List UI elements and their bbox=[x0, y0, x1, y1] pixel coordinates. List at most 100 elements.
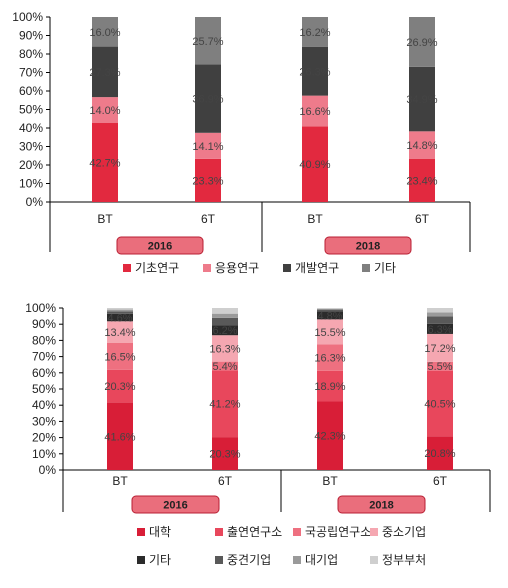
chart2-data-label: 20.8% bbox=[424, 448, 455, 460]
chart1-legend-label: 응용연구 bbox=[215, 261, 259, 275]
chart2-legend-swatch bbox=[293, 556, 301, 564]
chart2-data-label: 41.6% bbox=[104, 431, 135, 443]
chart2-data-label: 18.9% bbox=[314, 381, 345, 393]
chart1-y-tick-label: 100% bbox=[12, 10, 43, 24]
chart1-bar-segment bbox=[302, 126, 328, 202]
chart2-bar-segment bbox=[212, 308, 238, 314]
chart2-data-label: 20.3% bbox=[209, 449, 240, 461]
chart2-bar-segment bbox=[107, 321, 133, 343]
chart2-legend-label: 중견기업 bbox=[227, 553, 271, 567]
chart2-y-tick-label: 10% bbox=[32, 447, 56, 461]
chart2-data-label: 6.3% bbox=[427, 324, 452, 336]
chart1-data-label: 14.8% bbox=[406, 140, 437, 152]
chart2-category-label: 6T bbox=[218, 474, 233, 488]
chart1-year-badge bbox=[324, 236, 412, 255]
chart2-bar-segment bbox=[427, 316, 453, 324]
chart2-data-label: 4.8% bbox=[317, 310, 342, 322]
chart1-data-label: 40.9% bbox=[299, 159, 330, 171]
chart2-bar-segment bbox=[212, 325, 238, 336]
chart1-bar-segment bbox=[409, 158, 435, 202]
chart1-legend-label: 개발연구 bbox=[295, 261, 339, 275]
chart1-legend-swatch bbox=[283, 264, 291, 272]
chart2-bar-segment bbox=[212, 313, 238, 318]
chart1-bar-segment bbox=[302, 17, 328, 47]
chart1-y-tick-label: 10% bbox=[19, 177, 43, 191]
chart1-data-label: 14.1% bbox=[192, 141, 223, 153]
chart2-y-tick-label: 0% bbox=[39, 463, 57, 477]
chart1-legend-swatch bbox=[123, 264, 131, 272]
chart1-category-label: 6T bbox=[201, 212, 216, 226]
chart1-y-tick-label: 40% bbox=[19, 121, 43, 135]
chart2-y-tick-label: 80% bbox=[32, 333, 56, 347]
chart2-bar-segment bbox=[427, 333, 453, 362]
chart2-data-label: 20.3% bbox=[104, 381, 135, 393]
chart1-bar-segment bbox=[195, 132, 221, 159]
chart1-bar-segment bbox=[92, 123, 118, 202]
chart2-legend-swatch bbox=[370, 556, 378, 564]
chart2-data-label: 42.3% bbox=[314, 431, 345, 443]
chart2-bar-segment bbox=[107, 311, 133, 314]
chart1-y-tick-label: 20% bbox=[19, 158, 43, 172]
chart1-bar-segment bbox=[195, 64, 221, 133]
chart1-bar-segment bbox=[302, 46, 328, 96]
chart2-bar-segment bbox=[427, 323, 453, 334]
chart2-bar-segment bbox=[212, 370, 238, 438]
chart1-bar-segment bbox=[92, 46, 118, 98]
chart2-data-label: 41.2% bbox=[209, 399, 240, 411]
chart2-legend-label: 중소기업 bbox=[382, 525, 426, 539]
chart2-bar-segment bbox=[107, 342, 133, 370]
chart1-year-badge bbox=[116, 236, 204, 255]
chart1-y-tick-label: 30% bbox=[19, 140, 43, 154]
chart1-category-label: 6T bbox=[415, 212, 430, 226]
chart2-data-label: 5.5% bbox=[427, 361, 452, 373]
chart2-bar-segment bbox=[317, 370, 343, 402]
chart2-y-tick-label: 60% bbox=[32, 366, 56, 380]
chart1-legend-label: 기타 bbox=[374, 261, 396, 275]
chart2-bar-segment bbox=[107, 369, 133, 403]
chart2-bar-segment bbox=[107, 309, 133, 312]
chart2-data-label: 5.4% bbox=[212, 361, 237, 373]
chart2-legend-swatch bbox=[137, 528, 145, 536]
chart1-legend-swatch bbox=[203, 264, 211, 272]
chart2-legend-label: 기타 bbox=[149, 553, 171, 567]
chart1-y-tick-label: 60% bbox=[19, 84, 43, 98]
chart1-year-label: 2016 bbox=[148, 241, 172, 253]
chart2-data-label: 13.4% bbox=[104, 327, 135, 339]
chart2-y-tick-label: 50% bbox=[32, 382, 56, 396]
chart1-year-label: 2018 bbox=[356, 241, 380, 253]
chart2-bar-segment bbox=[107, 308, 133, 310]
chart1-bar-segment bbox=[92, 97, 118, 124]
chart2-bar-segment bbox=[212, 361, 238, 371]
chart1-data-label: 23.4% bbox=[406, 175, 437, 187]
chart2-year-label: 2016 bbox=[163, 500, 187, 512]
chart2-bar-segment bbox=[427, 312, 453, 317]
chart1-data-label: 36.9% bbox=[192, 94, 223, 106]
chart1-data-label: 23.3% bbox=[192, 175, 223, 187]
chart1-data-label: 16.2% bbox=[299, 27, 330, 39]
chart1-bar-segment bbox=[302, 95, 328, 127]
chart2-bar-segment bbox=[317, 344, 343, 371]
chart1-bar-segment bbox=[409, 66, 435, 132]
chart2-data-label: 4.6% bbox=[107, 313, 132, 325]
chart1-y-tick-label: 70% bbox=[19, 66, 43, 80]
chart2-legend-label: 출연연구소 bbox=[227, 525, 282, 539]
chart2-bar-segment bbox=[317, 308, 343, 310]
chart2-y-tick-label: 20% bbox=[32, 431, 56, 445]
chart2-data-label: 17.2% bbox=[424, 343, 455, 355]
chart2-legend-swatch bbox=[293, 528, 301, 536]
chart2-year-badge bbox=[131, 495, 220, 514]
chart2-data-label: 40.5% bbox=[424, 398, 455, 410]
chart2-bar-segment bbox=[317, 311, 343, 320]
chart2-legend-label: 대기업 bbox=[305, 553, 338, 567]
chart2-bar-segment bbox=[427, 361, 453, 371]
chart2-y-tick-label: 100% bbox=[25, 301, 56, 315]
chart1-y-tick-label: 0% bbox=[26, 195, 44, 209]
chart2-bar-segment bbox=[427, 308, 453, 313]
chart2-bar-segment bbox=[212, 335, 238, 362]
chart1-data-label: 16.0% bbox=[89, 27, 120, 39]
chart2-legend-label: 대학 bbox=[149, 525, 171, 539]
chart1-data-label: 34.9% bbox=[406, 94, 437, 106]
chart1-data-label: 14.0% bbox=[89, 105, 120, 117]
